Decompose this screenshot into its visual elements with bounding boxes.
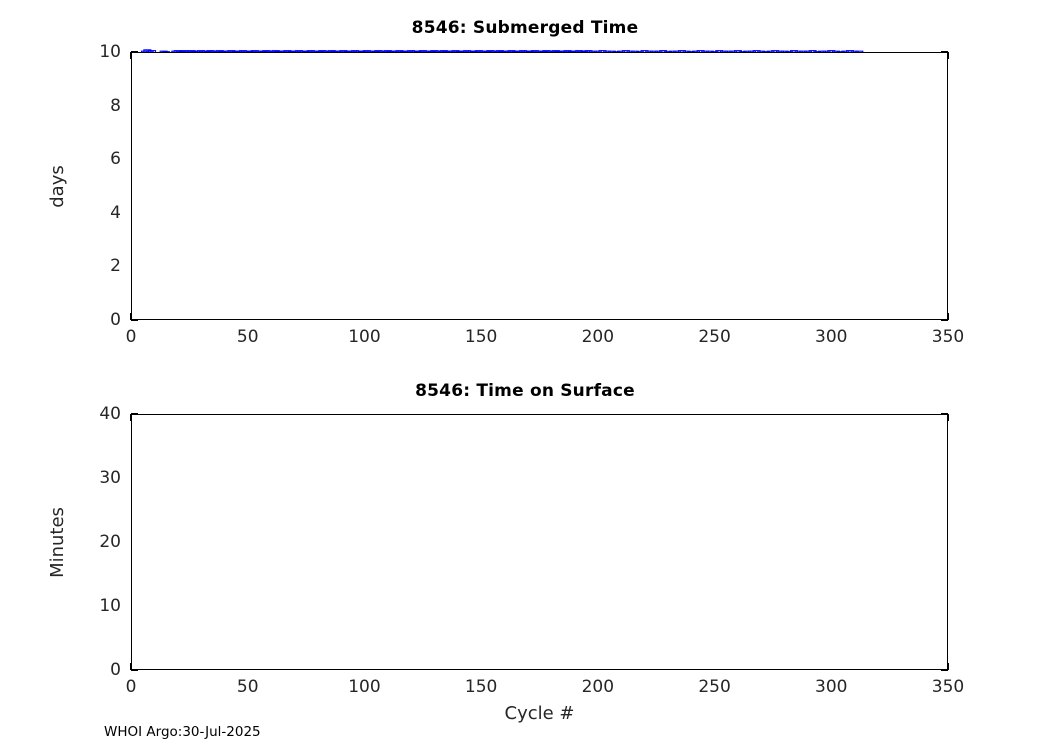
x-axis-tick [130,663,132,670]
y-axis-tick-label: 8 [110,95,121,116]
y-axis-label-minutes: Minutes [46,506,68,578]
axes-time-on-surface [131,414,948,670]
x-axis-tick-label: 0 [125,677,137,697]
chart-title-submerged-time: 8546: Submerged Time [411,18,639,38]
panel-time-on-surface: 8546: Time on Surface [0,381,1050,701]
panel-submerged-time: 8546: Submerged Time [0,18,1050,338]
footer-credit: WHOI Argo:30-Jul-2025 [104,724,261,740]
x-axis-label-cycle: Cycle # [504,703,575,724]
x-axis-tick-label: 50 [236,327,259,347]
y-axis-tick [131,413,138,415]
x-axis-tick-label: 100 [348,327,381,347]
x-axis-tick [130,52,132,59]
chart-title-time-on-surface: 8546: Time on Surface [415,381,635,401]
y-axis-tick [941,413,948,415]
x-axis-tick [130,414,132,421]
x-axis-tick-label: 250 [698,677,731,697]
y-axis-tick-label: 0 [110,660,121,680]
x-axis-tick-label: 100 [348,677,381,697]
x-axis-tick-label: 300 [815,677,848,697]
x-axis-tick [130,313,132,320]
x-axis-tick-label: 150 [464,677,498,697]
x-axis-tick-label: 200 [581,327,615,347]
x-axis-tick-label: 350 [931,327,965,347]
axes-submerged-time [131,52,948,320]
x-axis-tick-label: 250 [698,327,731,347]
x-axis-tick-label: 350 [931,677,965,697]
x-axis-tick-label: 50 [236,677,259,697]
x-axis-tick-label: 200 [581,677,615,697]
y-axis-tick-label: 20 [99,532,121,552]
x-axis-tick-label: 300 [815,327,848,347]
x-axis-tick-label: 150 [464,327,498,347]
y-axis-tick [131,51,138,53]
y-axis-tick-label: 40 [99,404,121,424]
y-axis-tick-label: 30 [99,468,121,488]
y-axis-tick-label: 10 [99,42,121,62]
y-axis-tick-label: 2 [110,256,121,277]
y-axis-tick [941,51,948,53]
y-axis-tick-label: 6 [110,149,121,170]
y-axis-tick-label: 10 [99,596,121,616]
x-axis-tick-label: 0 [125,327,137,347]
y-axis-tick-label: 4 [110,202,121,223]
y-axis-tick-label: 0 [110,310,121,330]
